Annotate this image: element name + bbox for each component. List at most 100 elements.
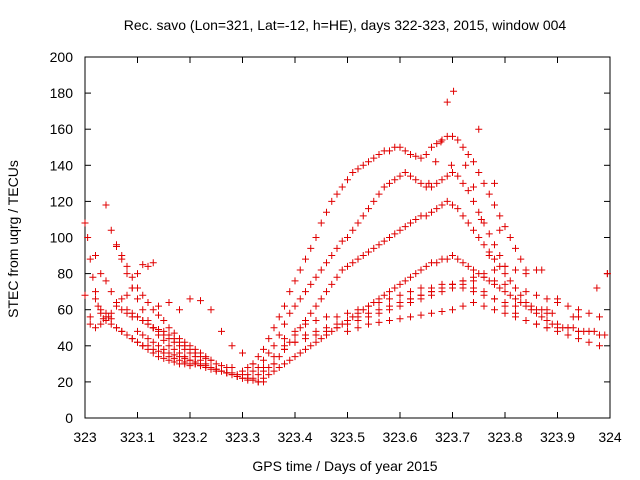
data-point	[459, 212, 467, 220]
data-point	[102, 201, 110, 209]
data-point	[149, 259, 157, 267]
data-point	[186, 349, 194, 357]
data-point	[450, 87, 458, 95]
data-point	[275, 331, 283, 339]
data-point	[375, 318, 383, 326]
data-point	[207, 306, 215, 314]
x-tick-label: 323.6	[382, 429, 417, 445]
data-point	[522, 270, 530, 278]
data-point	[443, 255, 451, 263]
data-point	[281, 320, 288, 328]
data-point	[323, 259, 330, 267]
data-point	[501, 288, 509, 296]
data-point	[438, 201, 446, 209]
data-point	[123, 291, 131, 299]
data-point	[449, 201, 456, 209]
data-point	[475, 208, 483, 216]
data-point	[365, 205, 372, 213]
data-point	[496, 252, 504, 260]
data-point	[365, 313, 372, 321]
data-point	[596, 331, 603, 339]
data-point	[543, 324, 551, 332]
data-point	[375, 190, 383, 198]
data-point	[491, 295, 498, 303]
data-point	[328, 197, 336, 205]
data-point	[428, 183, 435, 191]
data-point	[212, 365, 220, 373]
data-point	[349, 226, 357, 234]
data-point	[291, 277, 299, 285]
data-point	[155, 311, 162, 319]
data-point	[407, 273, 414, 281]
data-point	[92, 295, 99, 303]
data-point	[344, 176, 351, 184]
data-point	[338, 237, 346, 245]
data-point	[286, 288, 294, 296]
data-point	[433, 179, 441, 187]
data-point	[307, 309, 315, 317]
data-point	[291, 338, 299, 346]
data-point	[254, 378, 262, 386]
data-point	[123, 306, 131, 314]
data-point	[593, 284, 601, 292]
data-point	[417, 284, 425, 292]
data-point	[344, 309, 351, 317]
data-point	[89, 273, 97, 281]
data-point	[417, 179, 425, 187]
data-point	[491, 266, 498, 274]
data-point	[512, 244, 519, 252]
data-point	[149, 338, 157, 346]
data-point	[265, 371, 273, 379]
data-point	[386, 288, 393, 296]
data-point	[437, 138, 445, 146]
data-point	[564, 324, 572, 332]
data-point	[533, 320, 540, 328]
data-point	[354, 165, 362, 173]
data-point	[302, 345, 309, 353]
data-point	[512, 295, 519, 303]
data-point	[449, 306, 456, 314]
data-point	[317, 295, 325, 303]
data-point	[475, 125, 483, 133]
data-point	[134, 295, 141, 303]
y-tick-label: 40	[57, 338, 73, 354]
data-point	[181, 354, 189, 362]
data-point	[459, 284, 467, 292]
data-point	[447, 161, 455, 169]
data-point	[270, 324, 278, 332]
data-point	[338, 266, 346, 274]
data-point	[596, 342, 603, 350]
data-point	[496, 284, 504, 292]
data-point	[475, 169, 483, 177]
data-point	[396, 172, 404, 180]
data-point	[260, 345, 267, 353]
data-point	[228, 342, 236, 350]
data-point	[97, 270, 105, 278]
data-point	[412, 152, 420, 160]
data-point	[139, 291, 147, 299]
data-point	[338, 183, 346, 191]
data-point	[538, 266, 546, 274]
data-point	[422, 212, 430, 220]
data-point	[107, 226, 115, 234]
data-point	[417, 266, 425, 274]
data-point	[459, 277, 467, 285]
data-point	[349, 259, 357, 267]
data-point	[517, 291, 525, 299]
data-point	[485, 230, 493, 238]
data-point	[81, 291, 89, 299]
data-point	[428, 284, 435, 292]
data-point	[365, 248, 372, 256]
data-point	[386, 147, 393, 155]
data-point	[281, 360, 288, 368]
data-point	[396, 280, 404, 288]
data-point	[459, 259, 467, 267]
data-point	[512, 266, 519, 274]
data-point	[496, 226, 504, 234]
data-point	[302, 288, 309, 296]
data-point	[491, 255, 498, 263]
data-point	[449, 169, 456, 177]
data-point	[349, 169, 357, 177]
y-tick-label: 140	[50, 157, 74, 173]
data-point	[417, 291, 425, 299]
